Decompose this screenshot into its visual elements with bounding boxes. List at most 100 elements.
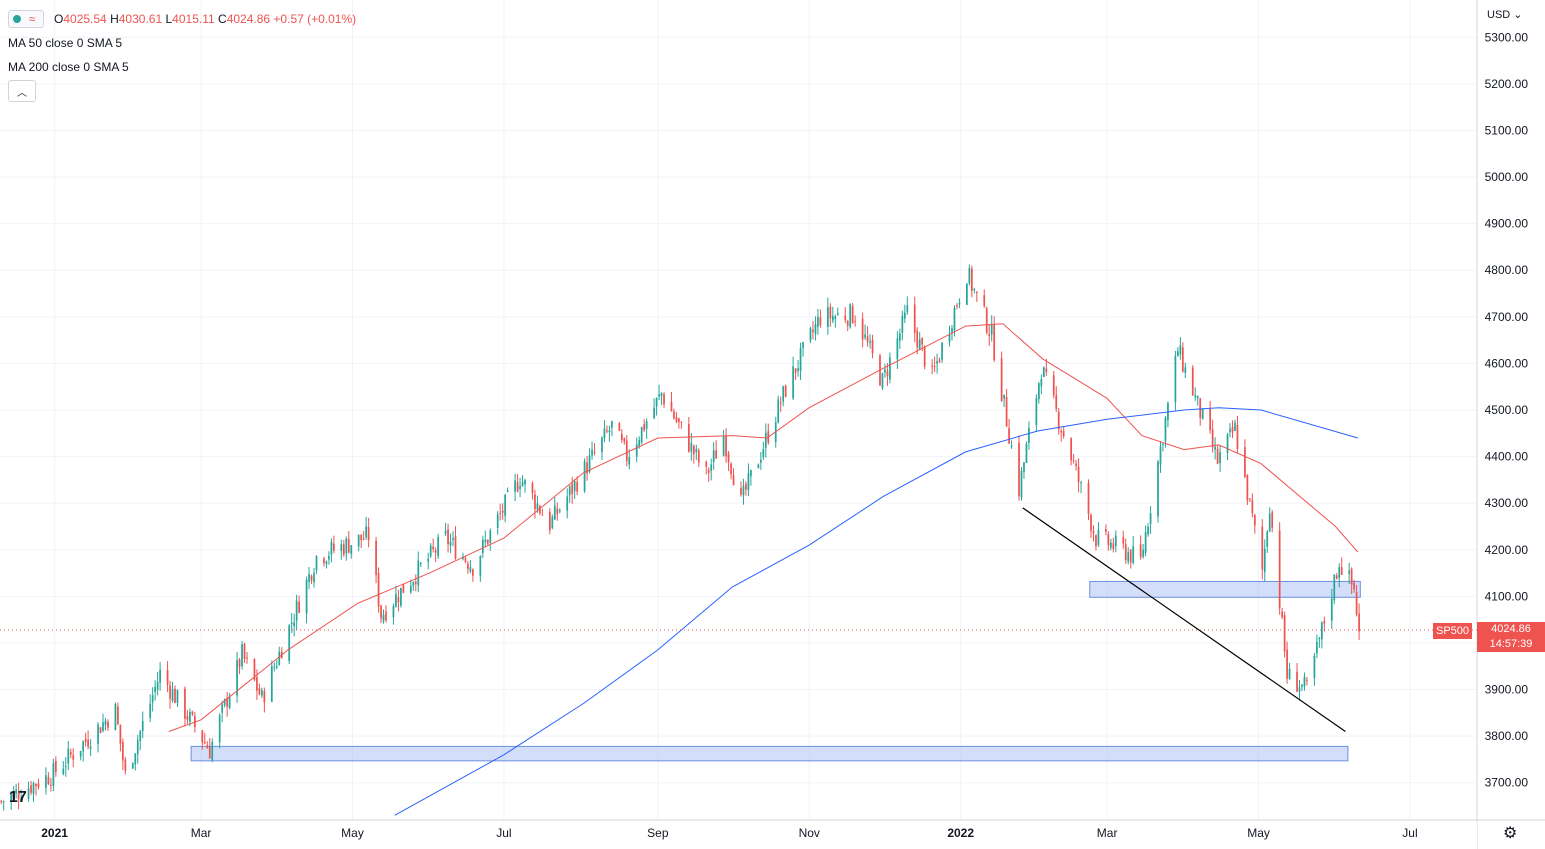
tradingview-logo-icon[interactable]: 17: [9, 789, 27, 806]
candle-body: [1139, 544, 1142, 558]
candle-body: [1348, 570, 1351, 574]
ma200-line[interactable]: [394, 407, 1358, 816]
candle-body: [1333, 574, 1336, 601]
candle-body: [1003, 394, 1005, 399]
candle-body: [102, 722, 104, 731]
high-label: H: [110, 12, 119, 26]
candle-body: [1330, 598, 1333, 621]
candle-body: [1350, 568, 1353, 585]
candle-body: [571, 483, 574, 494]
candle-body: [640, 426, 643, 443]
candle-body: [1045, 368, 1048, 372]
candle-body: [1132, 546, 1135, 563]
candle-body: [323, 558, 325, 564]
candle-body: [851, 306, 854, 324]
candle-body: [189, 711, 191, 722]
symbol-toggle[interactable]: ≈: [8, 10, 44, 28]
trendline[interactable]: [1022, 507, 1346, 732]
candle-body: [722, 436, 725, 456]
candle-body: [467, 563, 469, 569]
candle-body: [1251, 499, 1254, 514]
candle-body: [712, 450, 715, 462]
candle-body: [54, 761, 57, 773]
candle-body: [884, 369, 886, 373]
ma200-legend[interactable]: MA 200 close 0 SMA 5: [8, 60, 129, 74]
candle-body: [1244, 447, 1246, 477]
candle-body: [970, 268, 973, 291]
candle-body: [1199, 398, 1202, 418]
price-tick-label: 3700.00: [1485, 776, 1529, 790]
currency-selector[interactable]: USD ⌄: [1487, 8, 1523, 21]
candle-body: [809, 328, 812, 341]
candle-body: [568, 486, 571, 496]
candle-body: [958, 302, 961, 305]
candle-body: [1028, 427, 1030, 443]
candle-body: [1162, 444, 1164, 446]
candle-body: [437, 536, 440, 556]
open-label: O: [54, 12, 64, 26]
candle-body: [601, 437, 603, 452]
ma50-legend[interactable]: MA 50 close 0 SMA 5: [8, 36, 123, 50]
candle-body: [275, 665, 278, 668]
collapse-legend-button[interactable]: ︿: [8, 80, 36, 102]
candle-body: [606, 430, 608, 432]
candle-body: [385, 611, 387, 621]
candle-body: [50, 784, 52, 786]
candle-body: [1355, 592, 1358, 615]
candle-body: [191, 711, 194, 715]
candle-body: [124, 759, 127, 771]
candle-body: [707, 469, 710, 473]
candle-body: [1124, 544, 1127, 561]
candle-body: [310, 575, 313, 581]
candle-body: [293, 622, 296, 627]
candle-body: [1358, 613, 1360, 632]
candle-body: [730, 463, 732, 475]
price-axis-bg[interactable]: [1477, 0, 1545, 849]
candle-body: [1266, 531, 1269, 547]
candle-body: [1008, 428, 1010, 444]
candle-body: [1209, 408, 1212, 431]
change-value: +0.57 (+0.01%): [273, 12, 357, 26]
candle-body: [99, 727, 102, 734]
candle-body: [653, 407, 655, 419]
candle-body: [764, 432, 767, 448]
price-tick-label: 5100.00: [1485, 123, 1529, 137]
candle-body: [365, 526, 368, 538]
candle-body: [1211, 429, 1214, 448]
candle-body: [539, 505, 541, 514]
support-zone[interactable]: [1089, 580, 1361, 598]
candle-body: [270, 665, 273, 702]
candle-body: [854, 320, 857, 322]
candle-body: [345, 538, 348, 554]
time-axis-bg[interactable]: [0, 821, 1477, 849]
candle-body: [218, 715, 221, 742]
gear-icon[interactable]: ⚙: [1503, 825, 1518, 842]
candle-body: [889, 357, 891, 380]
candle-body: [948, 334, 951, 343]
candle-body: [534, 494, 536, 510]
candle-body: [1268, 513, 1271, 532]
candle-body: [618, 423, 621, 431]
candle-body: [1077, 466, 1080, 483]
candle-body: [464, 558, 467, 562]
candle-body: [263, 691, 266, 703]
candle-body: [690, 442, 693, 452]
candle-body: [1042, 367, 1045, 377]
candle-body: [452, 538, 454, 541]
candle-body: [409, 585, 412, 593]
candle-body: [727, 453, 730, 462]
candle-body: [896, 338, 899, 360]
ma50-line[interactable]: [168, 323, 1359, 732]
candle-body: [988, 334, 991, 337]
candle-body: [166, 670, 169, 685]
candle-body: [745, 483, 747, 490]
candle-body: [556, 508, 559, 515]
candle-body: [333, 543, 335, 551]
candle-body: [159, 669, 161, 683]
candle-body: [519, 486, 521, 489]
candle-body: [1147, 526, 1149, 535]
candle-body: [1023, 462, 1025, 472]
support-zone[interactable]: [190, 745, 1349, 762]
candle-body: [340, 544, 343, 552]
